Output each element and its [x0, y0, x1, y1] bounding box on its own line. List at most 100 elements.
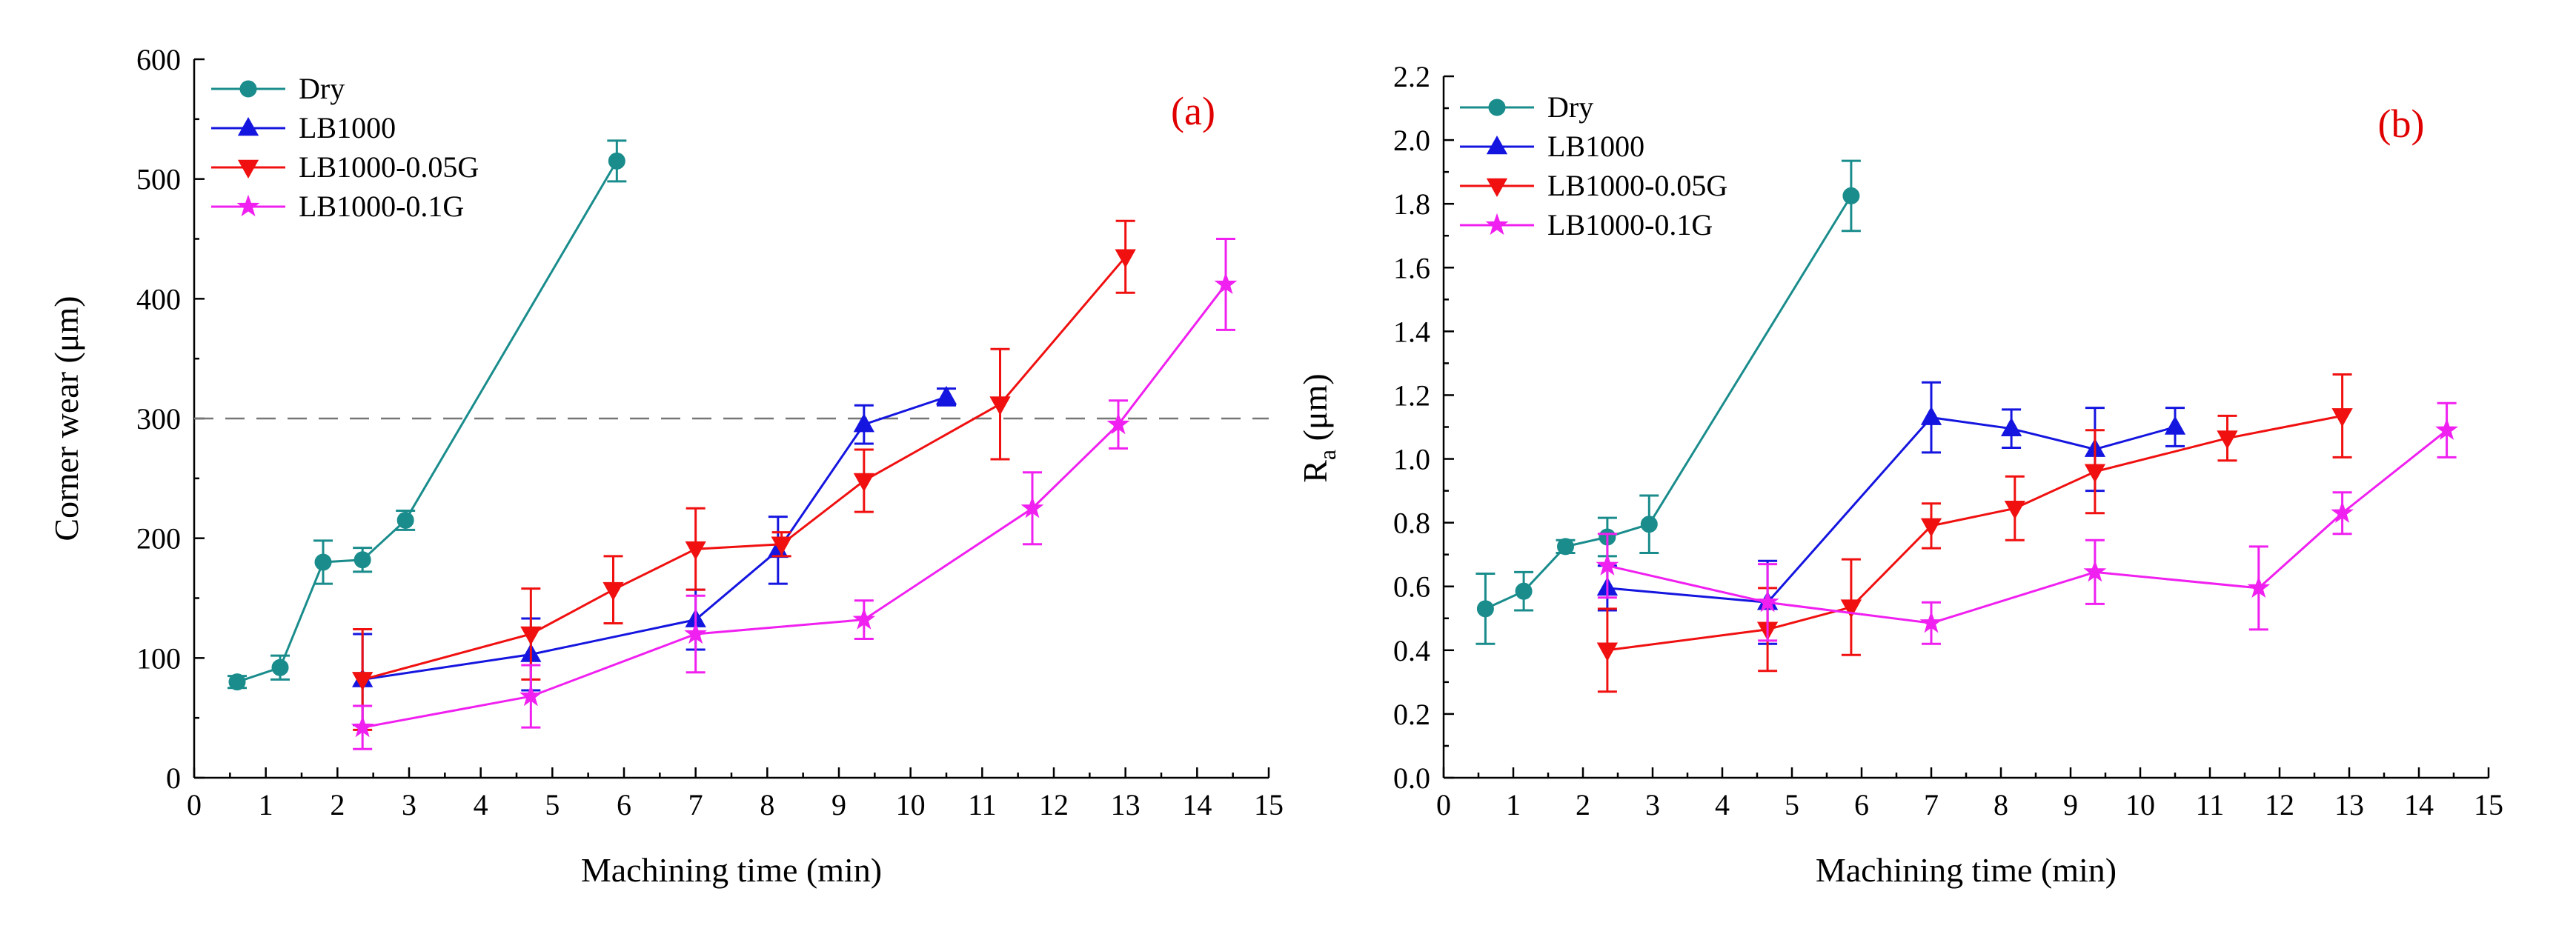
legend: Dry LB1000 LB1000-0.05G LB1000-0.1G — [1460, 90, 1727, 241]
x-tick-label: 11 — [968, 788, 997, 821]
x-tick-label: 1 — [1506, 788, 1521, 821]
legend-entry: Dry — [211, 72, 345, 105]
x-tick-label: 9 — [2063, 788, 2078, 821]
y-tick-label: 600 — [136, 43, 181, 76]
data-point — [2004, 500, 2025, 520]
panel-label: (a) — [1171, 89, 1215, 133]
y-tick-label: 1.6 — [1393, 251, 1430, 284]
x-tick-label: 7 — [688, 788, 703, 821]
y-tick-label: 200 — [136, 522, 181, 556]
data-point — [351, 715, 374, 738]
legend-label: LB1000 — [299, 111, 396, 144]
data-point — [602, 581, 624, 601]
y-tick-label: 1.8 — [1393, 187, 1430, 221]
y-tick-label: 0.8 — [1393, 507, 1430, 540]
data-point — [1596, 642, 1619, 661]
y-tick-label: 0.0 — [1393, 761, 1430, 795]
legend: Dry LB1000 LB1000-0.05G LB1000-0.1G — [211, 72, 479, 223]
series-lb1000-0-1g — [351, 238, 1238, 750]
data-point — [1756, 590, 1779, 613]
series-line — [1484, 195, 1853, 610]
data-point — [2217, 430, 2238, 450]
data-point — [853, 473, 874, 493]
legend-marker — [1486, 135, 1508, 155]
data-point — [1596, 553, 1619, 576]
legend-entry: LB1000-0.05G — [211, 150, 479, 184]
data-point — [2164, 416, 2186, 435]
legend-label: Dry — [1547, 90, 1593, 124]
y-tick-label: 500 — [136, 163, 181, 196]
x-tick-label: 6 — [1854, 788, 1869, 821]
data-point — [935, 385, 957, 405]
y-axis-title: Ra (μm) — [1296, 373, 1341, 482]
y-tick-label: 0 — [166, 761, 181, 795]
series-lb1000-0-05g — [1596, 373, 2353, 693]
data-point — [1640, 516, 1658, 533]
data-point — [396, 511, 414, 529]
legend-label: Dry — [299, 72, 345, 105]
y-axis-title-main: R — [1296, 460, 1334, 483]
chart-panel-a: 0 1 2 3 4 5 6 7 8 9 10 11 12 13 14 15010020030040050060… — [47, 43, 1284, 889]
x-tick-label: 12 — [1039, 788, 1069, 821]
data-point — [2000, 417, 2022, 436]
x-tick-label: 13 — [1111, 788, 1141, 821]
legend-entry: LB1000 — [1460, 130, 1644, 163]
y-tick-label: 300 — [136, 402, 181, 436]
data-point — [1214, 272, 1238, 295]
series-line — [362, 256, 1126, 681]
legend-entry: Dry — [1460, 90, 1593, 124]
data-point — [271, 658, 289, 676]
data-point — [228, 673, 246, 691]
data-point — [2247, 576, 2271, 598]
x-tick-label: 4 — [474, 788, 488, 821]
data-point — [1476, 600, 1494, 618]
legend-label: LB1000-0.1G — [299, 190, 464, 223]
series-dry — [228, 139, 627, 691]
series-line — [362, 396, 947, 681]
y-tick-label: 100 — [136, 641, 181, 675]
legend-entry: LB1000-0.05G — [1460, 169, 1727, 202]
x-tick-label: 15 — [1254, 788, 1284, 821]
series-line — [1607, 429, 2448, 624]
data-point — [2435, 418, 2459, 440]
data-point — [520, 626, 542, 646]
series-lb1000 — [352, 385, 957, 727]
y-tick-label: 0.6 — [1393, 570, 1430, 604]
data-point — [852, 607, 876, 630]
x-tick-label: 1 — [259, 788, 273, 821]
y-tick-label: 2.0 — [1393, 124, 1430, 157]
legend-marker — [1485, 213, 1509, 236]
data-point — [2084, 464, 2106, 483]
x-tick-label: 10 — [2125, 788, 2155, 821]
data-point — [1106, 412, 1130, 435]
x-tick-label: 8 — [1994, 788, 2008, 821]
y-axis-title-sub: a — [1314, 450, 1341, 460]
legend-marker — [239, 80, 257, 98]
legend-label: LB1000-0.1G — [1547, 208, 1713, 241]
x-tick-label: 5 — [1785, 788, 1799, 821]
x-tick-label: 6 — [617, 788, 631, 821]
legend-marker — [1488, 99, 1506, 116]
x-tick-label: 7 — [1924, 788, 1939, 821]
x-tick-label: 11 — [2196, 788, 2225, 821]
data-point — [314, 553, 332, 571]
data-point — [1919, 610, 1943, 633]
x-tick-label: 14 — [1182, 788, 1212, 821]
series-lb1000-0-1g — [1596, 401, 2459, 645]
x-tick-label: 8 — [760, 788, 774, 821]
x-axis-title: Machining time (min) — [1816, 851, 2117, 889]
series-line — [1607, 414, 2343, 652]
legend-label: LB1000-0.05G — [299, 150, 479, 184]
y-tick-label: 400 — [136, 282, 181, 316]
legend-entry: LB1000-0.1G — [1460, 208, 1713, 241]
data-point — [2331, 408, 2353, 427]
data-point — [1115, 249, 1136, 268]
data-point — [684, 621, 708, 644]
legend-label: LB1000-0.05G — [1547, 169, 1727, 202]
data-point — [519, 684, 542, 707]
data-point — [685, 541, 706, 561]
x-tick-label: 9 — [831, 788, 846, 821]
y-tick-label: 0.4 — [1393, 634, 1430, 667]
y-tick-label: 2.2 — [1393, 60, 1430, 93]
